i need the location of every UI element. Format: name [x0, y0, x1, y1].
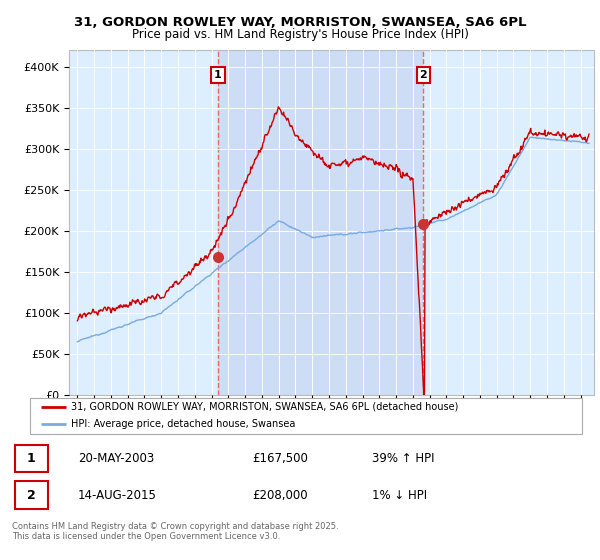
Text: 1% ↓ HPI: 1% ↓ HPI	[372, 489, 427, 502]
Text: 31, GORDON ROWLEY WAY, MORRISTON, SWANSEA, SA6 6PL (detached house): 31, GORDON ROWLEY WAY, MORRISTON, SWANSE…	[71, 402, 459, 412]
FancyBboxPatch shape	[15, 482, 48, 509]
Text: 14-AUG-2015: 14-AUG-2015	[78, 489, 157, 502]
Text: 2: 2	[27, 489, 35, 502]
Text: Contains HM Land Registry data © Crown copyright and database right 2025.
This d: Contains HM Land Registry data © Crown c…	[12, 522, 338, 542]
Text: 20-MAY-2003: 20-MAY-2003	[78, 452, 154, 465]
Text: 1: 1	[214, 70, 222, 80]
Text: 2: 2	[419, 70, 427, 80]
Bar	[218, 50, 423, 395]
Text: HPI: Average price, detached house, Swansea: HPI: Average price, detached house, Swan…	[71, 419, 296, 429]
FancyBboxPatch shape	[30, 398, 582, 434]
Text: 31, GORDON ROWLEY WAY, MORRISTON, SWANSEA, SA6 6PL: 31, GORDON ROWLEY WAY, MORRISTON, SWANSE…	[74, 16, 526, 29]
Text: £167,500: £167,500	[252, 452, 308, 465]
Text: £208,000: £208,000	[252, 489, 308, 502]
Text: Price paid vs. HM Land Registry's House Price Index (HPI): Price paid vs. HM Land Registry's House …	[131, 28, 469, 41]
Text: 39% ↑ HPI: 39% ↑ HPI	[372, 452, 434, 465]
FancyBboxPatch shape	[15, 445, 48, 472]
Text: 1: 1	[27, 452, 35, 465]
